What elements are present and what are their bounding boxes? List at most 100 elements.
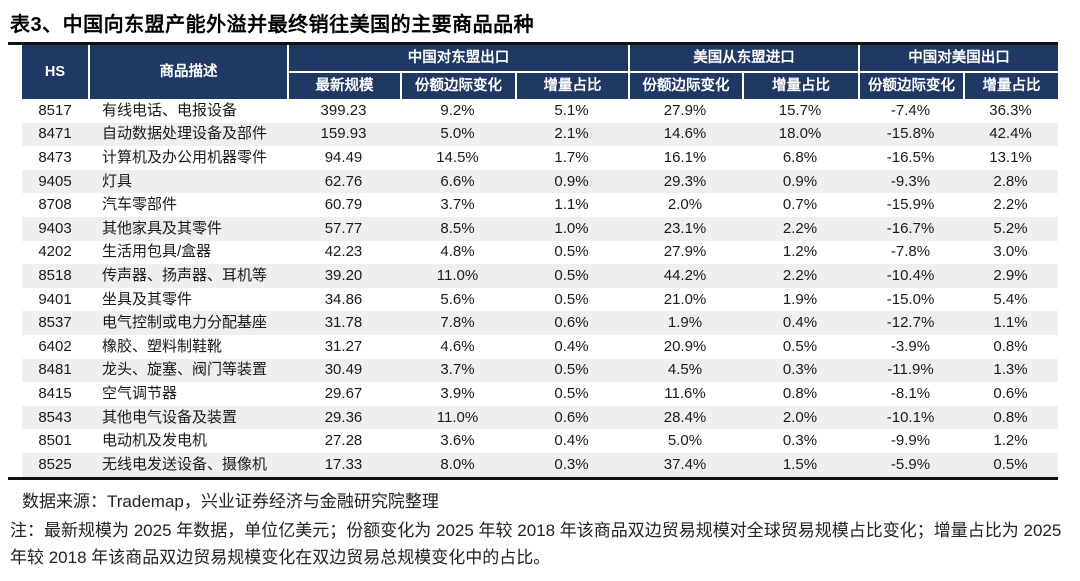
cell-value: 1.9%: [667, 314, 703, 332]
cell-desc: 传声器、扬声器、耳机等: [102, 266, 268, 284]
table-row: 4202 生活用包具/盒器 42.23 4.8% 0.5% 27.9% 1.2% -7.8% 3…: [22, 241, 1058, 265]
cell-desc: 自动数据处理设备及部件: [102, 125, 268, 143]
cell-hs: 9401: [38, 290, 72, 308]
table-row: 8543 其他电气设备及装置 29.36 11.0% 0.6% 28.4% 2.0% -10.…: [22, 405, 1059, 430]
cell-value: 3.0%: [993, 243, 1028, 261]
cell-value: 1.2%: [782, 243, 818, 261]
cell-value: -15.9%: [886, 196, 935, 214]
table-row: 9403 其他家具及其零件 57.77 8.5% 1.0% 23.1% 2.2% -16.7%…: [22, 216, 1059, 241]
cell-value: 2.0%: [667, 196, 703, 214]
cell-value: 5.0%: [667, 432, 703, 450]
cell-value: 29.67: [324, 384, 363, 402]
cell-value: 0.3%: [782, 361, 818, 379]
cell-value: 37.4%: [663, 455, 707, 473]
cell-value: 94.49: [324, 148, 363, 166]
table-row: 8471 自动数据处理设备及部件 159.93 5.0% 2.1% 14.6% 18.0% -…: [22, 122, 1059, 147]
cell-value: 30.49: [324, 361, 363, 379]
cell-value: 0.5%: [554, 384, 589, 402]
table-title: 表3、中国向东盟产能外溢并最终销往美国的主要商品品种: [10, 14, 535, 36]
table-row: 8517 有线电话、电报设备 399.23 9.2% 5.1% 27.9% 15.7% -7.…: [22, 99, 1058, 123]
cell-value: 62.76: [324, 172, 363, 190]
col-header-share-change-3: 份额边际变化: [858, 73, 964, 99]
cell-value: 36.3%: [989, 101, 1032, 119]
cell-value: 4.6%: [440, 337, 475, 355]
table-row: 8708 汽车零部件 60.79 3.7% 1.1% 2.0% 0.7% -15.9% 2.2%: [22, 193, 1058, 217]
cell-hs: 8473: [38, 148, 72, 166]
table-frame: HS 商品描述 中国对东盟出口 美国从东盟进口 中国对美国出口 最新规模 份额边…: [8, 42, 1059, 480]
cell-hs: 8415: [38, 384, 72, 402]
cell-value: 4.5%: [667, 361, 703, 379]
data-source: 数据来源：Trademap，兴业证券经济与金融研究院整理: [22, 491, 439, 511]
table-row: 8415 空气调节器 29.67 3.9% 0.5% 11.6% 0.8% -8.1% 0.6%: [22, 382, 1058, 406]
col-header-increment-share-1: 增量占比: [515, 73, 629, 99]
cell-value: 14.6%: [663, 125, 707, 143]
table-row: 8481 龙头、旋塞、阀门等装置 30.49 3.7% 0.5% 4.5% 0.3% -11.…: [22, 358, 1059, 383]
cell-hs: 8708: [38, 196, 72, 214]
cell-desc: 橡胶、塑料制鞋靴: [102, 337, 223, 355]
cell-desc: 空气调节器: [102, 384, 178, 402]
cell-value: 0.5%: [554, 290, 589, 308]
cell-desc: 计算机及办公用机器零件: [102, 148, 268, 166]
cell-value: 60.79: [324, 196, 363, 214]
cell-value: 2.0%: [782, 408, 818, 426]
col-header-latest-scale: 最新规模: [287, 73, 400, 99]
cell-desc: 有线电话、电报设备: [102, 101, 238, 119]
cell-desc: 电动机及发电机: [102, 432, 208, 450]
cell-value: 0.8%: [993, 408, 1028, 426]
cell-value: 0.3%: [782, 432, 818, 450]
cell-value: 13.1%: [989, 148, 1032, 166]
cell-value: 0.5%: [782, 337, 818, 355]
cell-value: 5.4%: [993, 290, 1028, 308]
table-header: HS 商品描述 中国对东盟出口 美国从东盟进口 中国对美国出口 最新规模 份额边…: [22, 45, 1059, 99]
group-header-us-from-asean: 美国从东盟进口: [628, 45, 859, 73]
table-row: 8518 传声器、扬声器、耳机等 39.20 11.0% 0.5% 44.2% 2.2% -1…: [22, 264, 1059, 288]
cell-value: -12.7%: [886, 314, 935, 332]
cell-value: 29.3%: [663, 172, 707, 190]
trade-table: HS 商品描述 中国对东盟出口 美国从东盟进口 中国对美国出口 最新规模 份额边…: [22, 45, 1059, 477]
cell-value: 17.33: [324, 455, 363, 473]
cell-value: 8.0%: [440, 455, 475, 473]
cell-value: 1.7%: [554, 148, 589, 166]
cell-hs: 9405: [38, 172, 72, 190]
cell-value: -3.9%: [890, 337, 931, 355]
cell-value: 16.1%: [663, 148, 707, 166]
cell-desc: 无线电发送设备、摄像机: [102, 455, 268, 473]
cell-hs: 4202: [38, 243, 72, 261]
cell-desc: 生活用包具/盒器: [102, 243, 212, 261]
cell-value: 3.7%: [440, 196, 475, 214]
cell-value: 0.5%: [993, 455, 1028, 473]
cell-value: 18.0%: [778, 125, 822, 143]
cell-value: 2.1%: [554, 125, 589, 143]
cell-value: 2.8%: [993, 172, 1028, 190]
cell-desc: 灯具: [102, 172, 133, 190]
cell-value: -10.4%: [886, 266, 935, 284]
cell-value: 0.6%: [993, 384, 1028, 402]
cell-value: 27.9%: [663, 243, 707, 261]
cell-value: 8.5%: [440, 219, 475, 237]
cell-hs: 8517: [38, 101, 72, 119]
cell-value: 39.20: [324, 266, 363, 284]
cell-value: 34.86: [324, 290, 363, 308]
cell-desc: 其他电气设备及装置: [102, 408, 238, 426]
cell-value: 0.5%: [554, 243, 589, 261]
cell-value: -11.9%: [887, 361, 934, 379]
cell-hs: 8501: [38, 432, 72, 450]
table-row: 8501 电动机及发电机 27.28 3.6% 0.4% 5.0% 0.3% -9.9% 1.2…: [22, 429, 1058, 453]
cell-value: 31.27: [324, 337, 363, 355]
table-row: 8537 电气控制或电力分配基座 31.78 7.8% 0.6% 1.9% 0.4% -12.…: [22, 311, 1059, 335]
cell-value: 23.1%: [663, 219, 707, 237]
cell-value: 42.23: [324, 243, 363, 261]
col-header-hs: HS: [22, 45, 88, 99]
cell-value: 5.2%: [993, 219, 1028, 237]
cell-value: -16.7%: [886, 219, 935, 237]
cell-value: -10.1%: [886, 408, 935, 426]
cell-value: 0.9%: [554, 172, 589, 190]
cell-value: 27.28: [324, 432, 363, 450]
cell-hs: 9403: [38, 219, 72, 237]
cell-value: 1.1%: [554, 196, 589, 214]
cell-value: 11.6%: [664, 384, 706, 402]
cell-value: 15.7%: [778, 101, 822, 119]
cell-value: 3.6%: [440, 432, 475, 450]
cell-value: 4.8%: [440, 243, 475, 261]
